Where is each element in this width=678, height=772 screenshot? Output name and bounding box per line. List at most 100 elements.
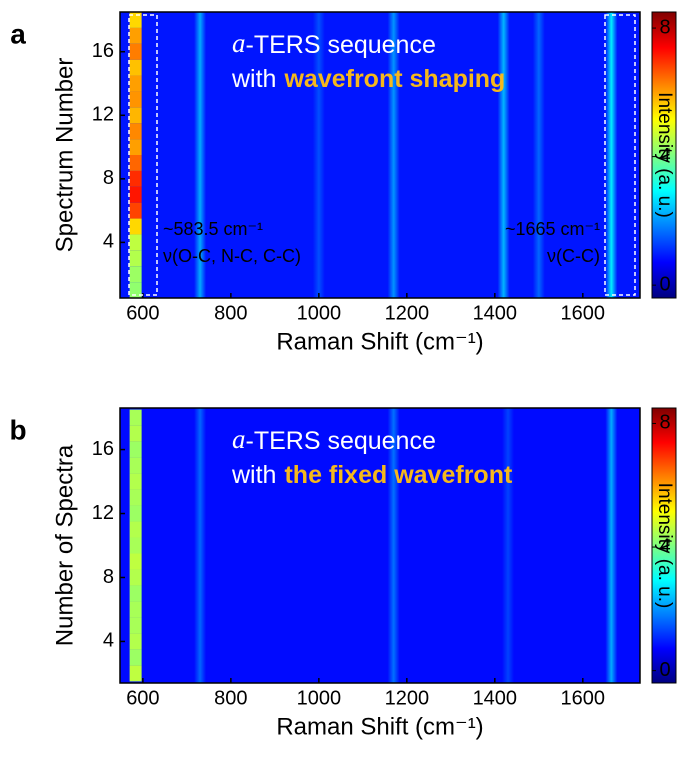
peak-stripe	[194, 12, 207, 298]
colorbar-tick-label: 4	[659, 535, 670, 557]
band-cell	[129, 155, 142, 171]
band-cell	[129, 601, 142, 618]
y-tick-label: 4	[103, 231, 114, 253]
band-cell	[129, 123, 142, 140]
band-cell	[129, 43, 142, 60]
band-cell	[129, 139, 142, 155]
band-cell	[129, 553, 142, 570]
annotation-text: with	[231, 65, 276, 93]
plot-area	[120, 12, 640, 298]
band-cell	[129, 633, 142, 650]
x-tick-label: 1600	[561, 302, 606, 324]
peak-label: ~1665 cm⁻¹	[505, 219, 600, 239]
band-cell	[129, 585, 142, 602]
highlight-box	[128, 14, 158, 296]
band-cell	[129, 505, 142, 522]
annotation-highlight: the fixed wavefront	[284, 461, 512, 489]
band-cell	[129, 250, 142, 267]
band-cell	[129, 170, 142, 187]
plot-frame	[119, 11, 641, 299]
colorbar-tick-label: 8	[659, 412, 670, 434]
band-cell	[129, 59, 142, 76]
band-cell	[129, 282, 142, 298]
y-axis-label: Spectrum Number	[51, 58, 78, 253]
annotation-text: -TERS sequence	[246, 31, 436, 59]
colorbar-tick-label: 0	[659, 659, 670, 681]
band-cell	[129, 91, 142, 108]
band-cell	[129, 234, 142, 251]
annotation-italic: a	[232, 28, 246, 58]
y-tick-label: 16	[92, 438, 114, 460]
band-cell	[129, 649, 142, 666]
band-cell	[129, 75, 142, 92]
colorbar	[651, 407, 677, 684]
band-cell	[129, 27, 142, 44]
colorbar	[651, 11, 677, 299]
band-cell	[129, 569, 142, 586]
peak-label: ~583.5 cm⁻¹	[163, 219, 263, 239]
x-tick-label: 1600	[561, 687, 606, 709]
y-tick-label: 12	[92, 104, 114, 126]
peak-label: ν(O-C, N-C, C-C)	[163, 246, 301, 266]
y-tick-label: 16	[92, 40, 114, 62]
band-cell	[129, 409, 142, 426]
annotation: with the fixed wavefront	[231, 461, 513, 489]
colorbar-tick-label: 4	[659, 145, 670, 167]
peak-stripe	[532, 12, 545, 298]
annotation-text: -TERS sequence	[246, 427, 436, 455]
y-tick-label: 8	[103, 167, 114, 189]
x-axis-label: Raman Shift (cm⁻¹)	[276, 328, 483, 355]
band-cell	[129, 521, 142, 538]
peak-stripe	[502, 408, 515, 683]
band-cell	[129, 457, 142, 474]
band-cell	[129, 202, 142, 219]
colorbar-label: Intensity (a. u.)	[654, 483, 675, 609]
peak-stripe	[387, 12, 400, 298]
heatmap-background	[120, 408, 640, 683]
heatmap-background	[120, 12, 640, 298]
x-tick-label: 800	[214, 302, 247, 324]
x-tick-label: 1200	[385, 687, 430, 709]
x-tick-label: 1000	[297, 302, 342, 324]
band-cell	[129, 186, 142, 203]
x-tick-label: 600	[126, 302, 159, 324]
peak-stripe	[605, 12, 618, 298]
band-cell	[129, 473, 142, 490]
peak-stripe	[497, 12, 510, 298]
band-cell	[129, 218, 142, 235]
plot-frame	[119, 407, 641, 684]
band-cell	[129, 441, 142, 458]
x-tick-label: 1000	[297, 687, 342, 709]
annotation: a-TERS sequence	[232, 424, 436, 454]
colorbar-tick-label: 8	[659, 16, 670, 38]
band-cell	[129, 665, 142, 682]
x-tick-label: 1400	[473, 302, 518, 324]
x-tick-label: 600	[126, 687, 159, 709]
y-tick-label: 8	[103, 566, 114, 588]
band-cell	[129, 12, 142, 28]
band-cell	[129, 489, 142, 506]
y-tick-label: 12	[92, 502, 114, 524]
band-cell	[129, 425, 142, 442]
x-tick-label: 800	[214, 687, 247, 709]
peak-label: ν(C-C)	[547, 246, 600, 266]
band-cell	[129, 266, 142, 283]
x-tick-label: 1400	[473, 687, 518, 709]
colorbar-tick-label: 0	[659, 273, 670, 295]
plot-area	[120, 408, 640, 683]
peak-stripe	[387, 408, 400, 683]
band-cell	[129, 537, 142, 554]
panel-letter: a	[10, 18, 26, 49]
annotation-italic: a	[232, 424, 246, 454]
annotation: with wavefront shaping	[231, 65, 505, 93]
x-tick-label: 1200	[385, 302, 430, 324]
band-cell	[129, 617, 142, 634]
peak-stripe	[605, 408, 618, 683]
colorbar-label: Intensity (a. u.)	[654, 92, 675, 218]
annotation: a-TERS sequence	[232, 28, 436, 58]
band-cell	[129, 107, 142, 124]
peak-stripe	[194, 408, 207, 683]
annotation-highlight: wavefront shaping	[283, 65, 505, 93]
x-axis-label: Raman Shift (cm⁻¹)	[276, 713, 483, 740]
